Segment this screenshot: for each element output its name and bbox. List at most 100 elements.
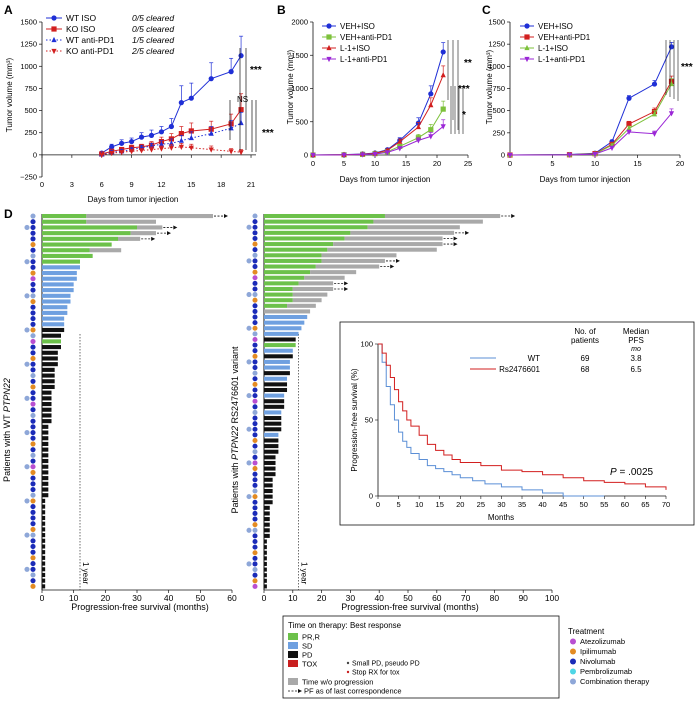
treatment-dot (30, 515, 36, 521)
swimmer-bar-segment (264, 320, 305, 325)
chart-b-ylabel: Tumor volume (mm³) (286, 49, 295, 124)
swimmer-bar-segment (42, 533, 46, 538)
treatment-dot (30, 452, 36, 458)
treatment-dot (24, 293, 30, 299)
y-tick-label: 0 (501, 151, 505, 160)
swimmer-bar-segment (264, 298, 293, 303)
legend-note: 0/5 cleared (132, 13, 174, 23)
x-tick-label: 10 (371, 159, 379, 168)
y-tick-label: 0 (369, 492, 373, 501)
one-year-label: 1 year (81, 562, 90, 585)
pf-arrowhead (344, 286, 349, 291)
pf-arrowhead (167, 231, 171, 236)
x-tick-label: 20 (317, 593, 327, 603)
treatment-dot (30, 469, 36, 475)
km-xlabel: Months (488, 513, 514, 522)
swimmer-bar-segment (264, 376, 288, 381)
swimmer-bar-segment (264, 399, 285, 404)
response-label: TOX (302, 660, 317, 669)
x-tick-label: 35 (518, 500, 526, 509)
km-pvalue: P = .0025 (610, 467, 654, 478)
treatment-dot (252, 320, 258, 326)
treatment-dot (246, 527, 252, 533)
treatment-dot (24, 464, 30, 470)
legend-marker (524, 34, 530, 40)
swimmer-bar-segment (333, 242, 443, 247)
swimmer-bar-segment (264, 584, 267, 589)
treatment-dot (246, 325, 252, 331)
chart-b: Tumor volume (mm³) Days from tumor injec… (286, 18, 472, 185)
data-point (238, 119, 244, 126)
treatment-dot (252, 454, 258, 460)
treatment-dot (30, 344, 36, 350)
treatment-dot (252, 258, 258, 264)
treatment-dot (30, 481, 36, 487)
swimmer-bar-segment (264, 533, 270, 538)
data-point (609, 145, 615, 152)
swimmer-bar-segment (42, 356, 58, 361)
swimmer-bar-segment (42, 510, 46, 515)
treatment-dot (30, 521, 36, 527)
data-point (168, 123, 174, 130)
treatment-dot (30, 458, 36, 464)
legend-marker (326, 44, 332, 51)
x-tick-label: 65 (641, 500, 649, 509)
y-tick-label: 0 (33, 150, 37, 159)
swimmer-bar-segment (321, 258, 385, 263)
data-point (238, 53, 244, 59)
treatment-label: Nivolumab (580, 657, 615, 666)
swimmer-bar-segment (264, 343, 296, 348)
treatment-dot (252, 432, 258, 438)
treatment-dot (30, 572, 36, 578)
x-tick-label: 15 (633, 159, 641, 168)
treatment-dot (30, 247, 36, 253)
x-tick-label: 20 (456, 500, 464, 509)
swimmer-bar-segment (42, 384, 55, 390)
treatment-dot (252, 398, 258, 404)
treatment-dot (252, 561, 258, 567)
treatment-dot (30, 259, 36, 265)
x-tick-label: 50 (196, 593, 206, 603)
treatment-dot (30, 475, 36, 481)
x-tick-label: 80 (490, 593, 500, 603)
swimmer-bar-segment (264, 331, 299, 336)
sig-star: * (462, 110, 466, 121)
data-point (592, 152, 598, 158)
y-tick-label: 250 (24, 128, 37, 137)
treatment-dot (30, 395, 36, 401)
response-legend: Time on therapy: Best response PR,RSDPDT… (282, 615, 649, 699)
x-tick-label: 60 (432, 593, 442, 603)
treatment-dot (30, 350, 36, 356)
treatment-dot (252, 404, 258, 410)
swimmer-bar-segment (264, 387, 288, 393)
treatment-dot (30, 367, 36, 373)
treatment-dot (30, 281, 36, 287)
treatment-dot (252, 353, 258, 359)
x-tick-label: 0 (40, 593, 45, 603)
treatment-dot (252, 572, 258, 578)
treatment-legend: AtezolizumabIpilimumabNivolumabPembroliz… (570, 637, 649, 686)
swimmer-bar-segment (264, 270, 311, 275)
x-tick-label: 60 (227, 593, 237, 603)
data-point (238, 150, 244, 156)
series-line-2 (312, 75, 444, 156)
treatment-dot (30, 304, 36, 310)
swimmer-bar-segment (264, 539, 267, 544)
km-inset: Progression-free survival (%) Months 0 5 1… (339, 321, 695, 526)
treatment-dot (24, 361, 30, 367)
swimmer-bar-segment (42, 316, 65, 321)
treatment-dot (246, 561, 252, 567)
chart-b-legend: VEH+ISO VEH+anti-PD1 L-1+ISO L-1+anti-PD1 (322, 22, 393, 64)
treatment-dot (252, 538, 258, 545)
swimmer-bar-segment (42, 453, 49, 458)
swimmer-bar-segment (42, 299, 71, 304)
swimmer-bar-segment (42, 310, 68, 315)
swimmer-wt-ylabel-gene: PTPN22 (2, 378, 12, 412)
x-tick-label: 15 (436, 500, 444, 509)
treatment-label: Atezolizumab (580, 637, 625, 646)
treatment-dot (30, 321, 36, 327)
swimmer-bar-segment (42, 236, 118, 241)
swimmer-bar-segment (42, 487, 49, 492)
x-tick-label: 30 (497, 500, 505, 509)
treatment-dot (252, 505, 258, 511)
